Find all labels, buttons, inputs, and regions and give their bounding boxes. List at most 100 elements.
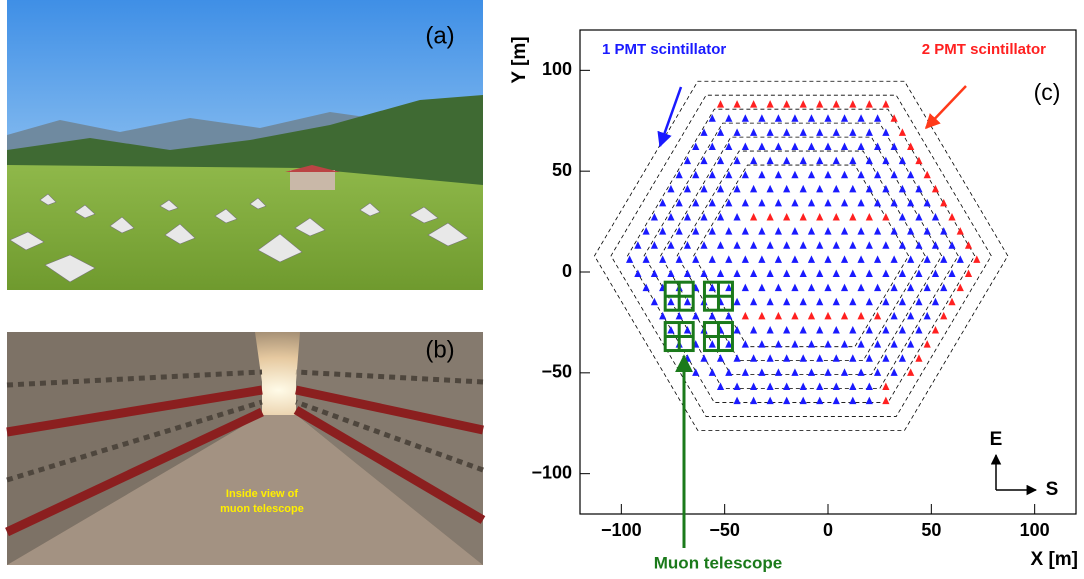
detector [733, 298, 740, 306]
detector [750, 128, 757, 136]
detector [899, 354, 906, 362]
detector [775, 114, 782, 122]
detector [932, 213, 939, 221]
detector [824, 227, 831, 235]
detector [717, 270, 724, 278]
hexagon-outline [661, 137, 942, 375]
detector [750, 298, 757, 306]
detector [833, 100, 840, 108]
detector [808, 142, 815, 150]
detector [692, 255, 699, 263]
detector [907, 368, 914, 376]
photo-tunnel: (b) Inside view of muon telescope [7, 332, 483, 565]
detector [783, 270, 790, 278]
detector [767, 213, 774, 221]
detector [783, 397, 790, 405]
detector [791, 340, 798, 348]
x-tick-label: 100 [1020, 520, 1050, 540]
series-label: 1 PMT scintillator [602, 41, 726, 58]
detector [882, 382, 889, 390]
detector [882, 354, 889, 362]
detector [783, 298, 790, 306]
detector [816, 213, 823, 221]
detector [758, 340, 765, 348]
detector [824, 312, 831, 320]
detector [849, 128, 856, 136]
hexagon-outline [611, 95, 991, 416]
detector [717, 128, 724, 136]
detector [684, 270, 691, 278]
detector [849, 213, 856, 221]
detector [750, 213, 757, 221]
detector [733, 157, 740, 165]
detector [915, 185, 922, 193]
detector [684, 298, 691, 306]
detector [800, 397, 807, 405]
detector [808, 114, 815, 122]
detector [775, 199, 782, 207]
detector [791, 227, 798, 235]
detector [700, 128, 707, 136]
detector [849, 326, 856, 334]
detector [643, 227, 650, 235]
detector [791, 368, 798, 376]
detector [700, 354, 707, 362]
detector [948, 213, 955, 221]
detector [866, 128, 873, 136]
detector [932, 298, 939, 306]
y-tick-label: −50 [541, 362, 572, 382]
detector [775, 312, 782, 320]
detector [750, 157, 757, 165]
detector [824, 114, 831, 122]
detector [783, 382, 790, 390]
detector [791, 171, 798, 179]
detector [742, 284, 749, 292]
y-tick-label: 50 [552, 160, 572, 180]
detector [957, 227, 964, 235]
detector [700, 213, 707, 221]
detector [816, 354, 823, 362]
detector [866, 298, 873, 306]
detector [841, 114, 848, 122]
detector [882, 241, 889, 249]
detector [659, 255, 666, 263]
detector [841, 368, 848, 376]
detector [965, 241, 972, 249]
detector [742, 114, 749, 122]
detector [709, 171, 716, 179]
detector [849, 185, 856, 193]
detector [733, 354, 740, 362]
detector [924, 199, 931, 207]
detector [767, 298, 774, 306]
detector [733, 270, 740, 278]
detector [800, 270, 807, 278]
detector [833, 326, 840, 334]
detector [725, 171, 732, 179]
detector [684, 185, 691, 193]
detector [659, 312, 666, 320]
detector [816, 298, 823, 306]
detector [767, 185, 774, 193]
detector [924, 255, 931, 263]
detector [692, 368, 699, 376]
detector [767, 157, 774, 165]
detector [899, 298, 906, 306]
y-tick-label: −100 [531, 462, 572, 482]
detector [849, 298, 856, 306]
detector [816, 382, 823, 390]
detector [775, 142, 782, 150]
detector [733, 100, 740, 108]
detector [857, 255, 864, 263]
detector [899, 185, 906, 193]
detector [725, 368, 732, 376]
detector [783, 128, 790, 136]
detector [891, 368, 898, 376]
compass-label: E [990, 429, 1003, 450]
detector [841, 255, 848, 263]
detector [833, 382, 840, 390]
series-label: 2 PMT scintillator [922, 41, 1046, 58]
detector [750, 270, 757, 278]
detector [767, 382, 774, 390]
detector [634, 270, 641, 278]
detector [857, 340, 864, 348]
